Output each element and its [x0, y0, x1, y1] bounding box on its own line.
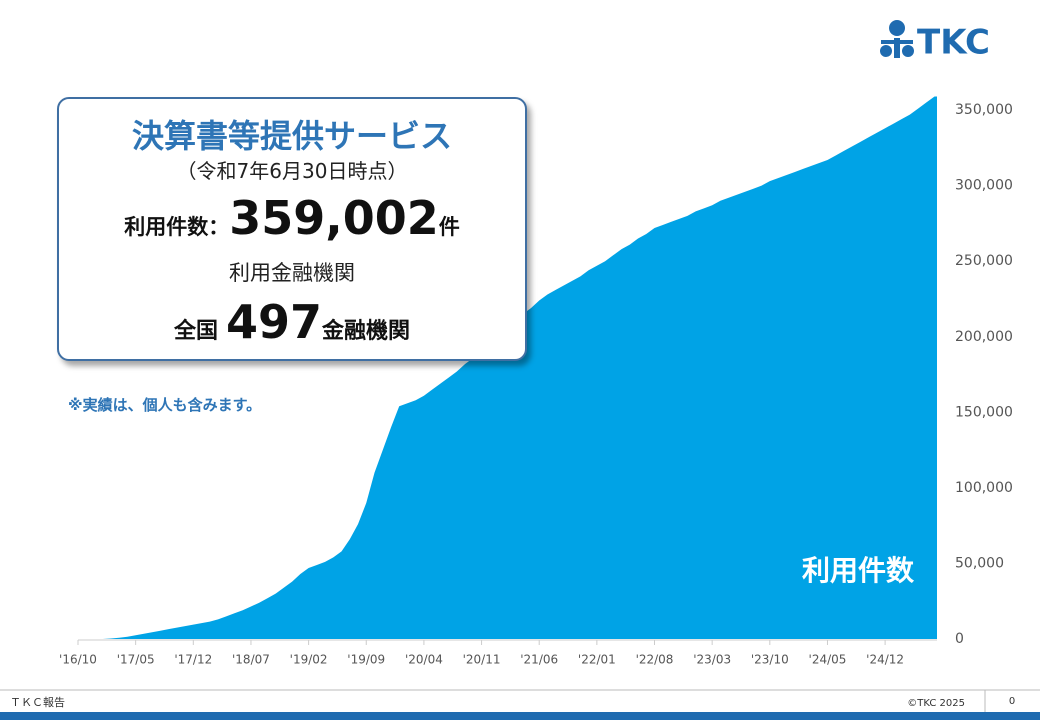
institutions-prefix: 全国 [173, 319, 218, 344]
note: ※実績は、個人も含みます。 [68, 396, 262, 414]
count-unit: 件 [438, 215, 460, 239]
institutions-unit: 金融機関 [322, 319, 411, 344]
x-tick-label: '24/05 [809, 653, 847, 667]
y-tick-label: 100,000 [955, 480, 1013, 496]
count-line: 利用件数：359,002件 [59, 191, 525, 245]
y-tick-label: 200,000 [955, 329, 1013, 345]
institutions: 497 [225, 295, 323, 349]
x-tick-label: '20/11 [463, 653, 501, 667]
footer-left: ＴＫＣ報告 [10, 696, 65, 709]
x-tick-label: '16/10 [59, 653, 97, 667]
institutions-line: 全国 497金融機関 [59, 295, 525, 349]
y-tick-label: 250,000 [955, 253, 1013, 269]
series-label: 利用件数 [802, 554, 915, 587]
x-tick-label: '23/03 [693, 653, 731, 667]
callout-date: （令和7年6月30日時点） [176, 159, 408, 183]
y-tick-label: 150,000 [955, 404, 1013, 420]
x-tick-label: '17/12 [174, 653, 212, 667]
area [78, 96, 937, 640]
y-tick-label: 300,000 [955, 178, 1013, 194]
y-tick-label: 0 [955, 631, 964, 647]
y-tick-label: 50,000 [955, 555, 1004, 571]
institutions-label: 利用金融機関 [229, 261, 355, 285]
page-number: 0 [1009, 696, 1015, 707]
x-tick-label: '22/08 [636, 653, 674, 667]
x-tick-label: '19/02 [290, 653, 328, 667]
x-tick-label: '18/07 [232, 653, 270, 667]
y-tick-label: 350,000 [955, 102, 1013, 118]
x-tick-label: '22/01 [578, 653, 616, 667]
count-label: 利用件数： [124, 215, 230, 239]
x-tick-label: '17/05 [117, 653, 155, 667]
x-tick-label: '19/09 [347, 653, 385, 667]
count: 359,002 [229, 191, 439, 245]
x-tick-label: '23/10 [751, 653, 789, 667]
footer-copyright: ©TKC 2025 [907, 698, 965, 709]
logo-icon [880, 20, 914, 58]
x-tick-label: '21/06 [520, 653, 558, 667]
callout-title: 決算書等提供サービス [131, 117, 452, 155]
x-tick-label: '20/04 [405, 653, 443, 667]
x-tick-label: '24/12 [866, 653, 904, 667]
callout: 決算書等提供サービス （令和7年6月30日時点） 利用件数：359,002件 利… [57, 97, 527, 361]
footer-bar [0, 712, 1040, 720]
logo: TKC [917, 23, 990, 63]
